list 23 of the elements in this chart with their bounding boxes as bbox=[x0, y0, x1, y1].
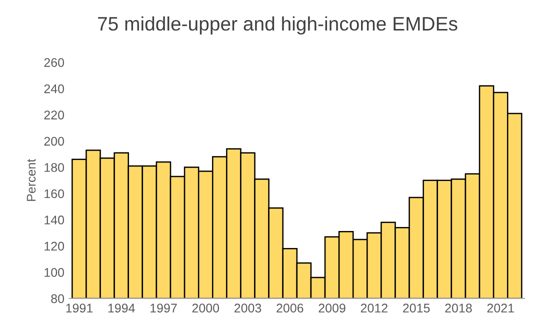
y-tick-label: 100 bbox=[44, 268, 64, 277]
y-tick-label: 80 bbox=[51, 294, 64, 304]
x-tick-label: 2006 bbox=[276, 304, 304, 313]
x-tick-label: 1994 bbox=[108, 304, 135, 313]
x-tick-label: 2009 bbox=[318, 304, 346, 313]
x-tick-label: 1991 bbox=[66, 304, 93, 313]
x-tick-label: 2018 bbox=[445, 304, 472, 313]
y-tick-label: 180 bbox=[44, 163, 64, 172]
y-tick-label: 200 bbox=[44, 136, 64, 146]
y-tick-label: 140 bbox=[44, 216, 64, 224]
x-tick-label: 2012 bbox=[360, 304, 388, 313]
y-tick-label: 260 bbox=[44, 58, 64, 67]
y-tick-label: 220 bbox=[44, 110, 64, 120]
x-tick-label: 1997 bbox=[150, 304, 177, 313]
x-tick-label: 2003 bbox=[234, 304, 262, 313]
chart-title: 75 middle-upper and high-income EMDEs bbox=[98, 16, 458, 35]
y-tick-label: 160 bbox=[44, 189, 64, 198]
x-tick-label: 2015 bbox=[403, 304, 430, 313]
y-tick-label: 240 bbox=[44, 84, 64, 94]
x-tick-label: 2000 bbox=[192, 304, 220, 313]
x-tick-label: 2021 bbox=[487, 304, 514, 313]
y-tick-label: 120 bbox=[44, 242, 64, 251]
y-axis-title: Percent bbox=[26, 158, 36, 201]
